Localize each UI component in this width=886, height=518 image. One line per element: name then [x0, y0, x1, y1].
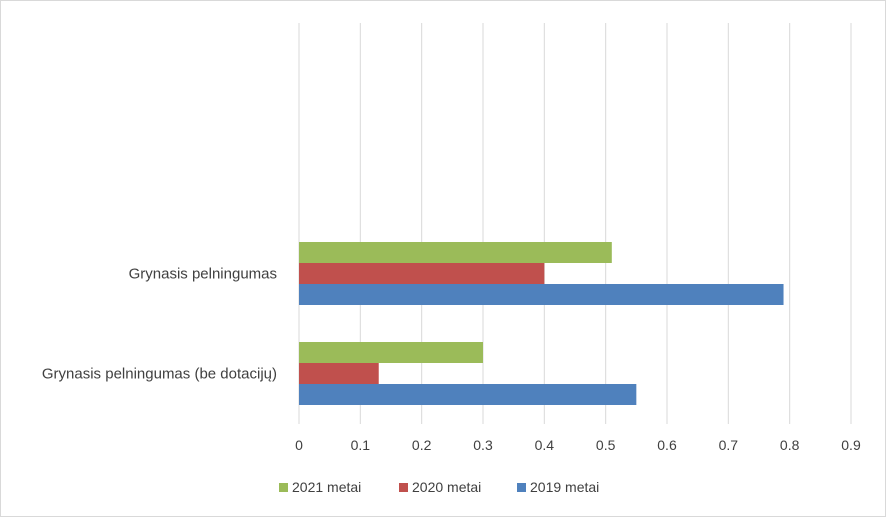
bar: [299, 242, 612, 263]
bar: [299, 384, 637, 405]
legend-label: 2020 metai: [412, 479, 481, 495]
x-tick-label: 0.3: [473, 437, 493, 453]
legend-label: 2019 metai: [530, 479, 599, 495]
x-tick-label: 0.1: [351, 437, 371, 453]
x-tick-label: 0.4: [535, 437, 555, 453]
category-labels: Grynasis pelningumas Grynasis pelningumas…: [42, 266, 277, 383]
legend-swatch: [279, 483, 288, 492]
x-tick-label: 0.9: [841, 437, 861, 453]
legend-swatch: [517, 483, 526, 492]
bar: [299, 284, 784, 305]
x-tick-label: 0.7: [719, 437, 739, 453]
x-tick-label: 0.5: [596, 437, 616, 453]
x-tick-label: 0.8: [780, 437, 800, 453]
legend: 2021 metai 2020 metai 2019 metai: [279, 479, 599, 495]
gridlines: [298, 23, 852, 424]
bars: [299, 242, 784, 405]
category-label: Grynasis pelningumas: [129, 266, 277, 283]
x-axis-tick-labels: 0 0.1 0.2 0.3 0.4 0.5 0.6 0.7 0.8 0.9: [295, 437, 861, 453]
bar: [299, 342, 483, 363]
bar: [299, 363, 379, 384]
legend-swatch: [399, 483, 408, 492]
x-tick-label: 0.6: [657, 437, 677, 453]
legend-label: 2021 metai: [292, 479, 361, 495]
x-tick-label: 0: [295, 437, 303, 453]
bar: [299, 263, 545, 284]
x-tick-label: 0.2: [412, 437, 432, 453]
category-label: Grynasis pelningumas (be dotacijų): [42, 366, 277, 383]
